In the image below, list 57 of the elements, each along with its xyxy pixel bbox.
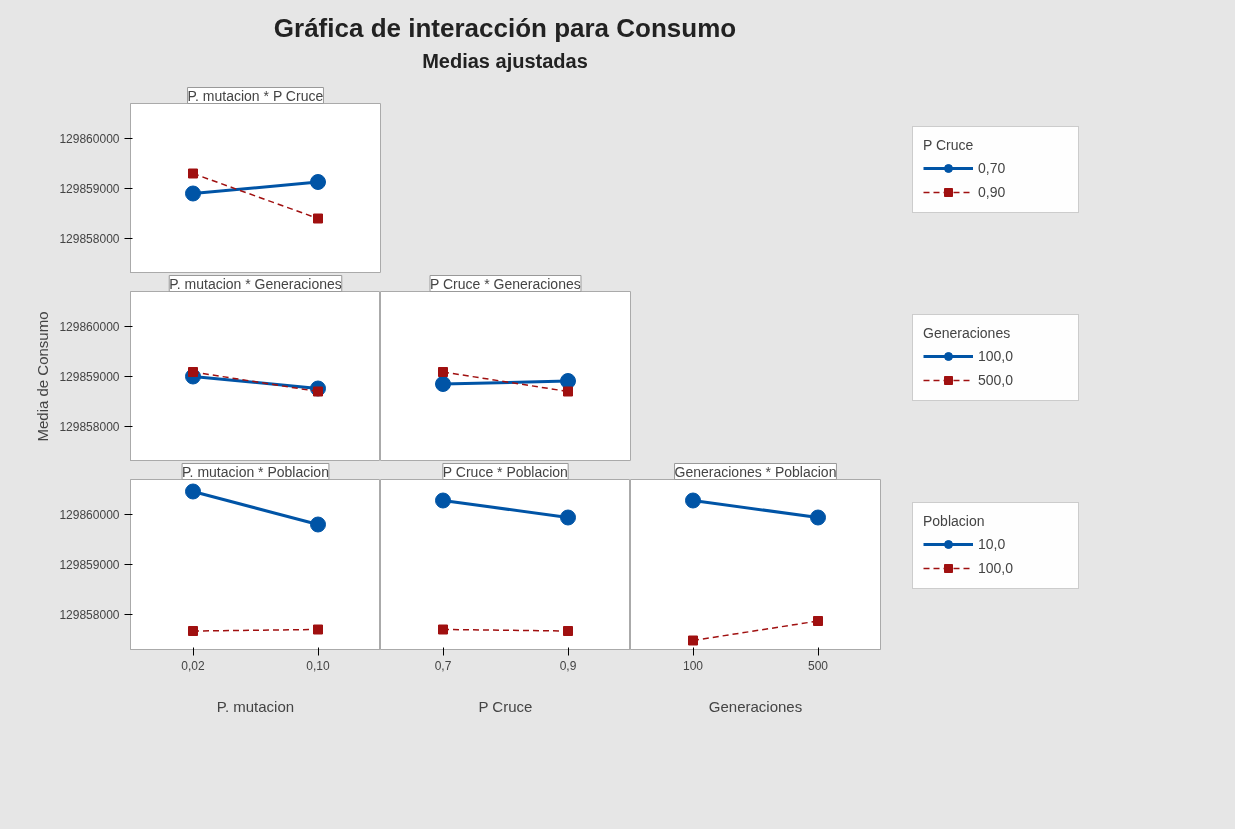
point xyxy=(188,168,198,179)
legend-title: P Cruce xyxy=(923,137,975,153)
legend-label: 500,0 xyxy=(978,372,1015,388)
point xyxy=(313,624,323,635)
point xyxy=(560,373,576,389)
point xyxy=(438,367,448,377)
point xyxy=(688,635,698,646)
point xyxy=(435,492,451,509)
text: Gráfica de interacción para Consumo xyxy=(273,12,737,45)
y-tick-label: 129858000 xyxy=(59,608,120,622)
point xyxy=(310,174,326,190)
point xyxy=(813,616,823,626)
point xyxy=(188,626,198,636)
y-tick-label: 129859000 xyxy=(59,182,120,196)
point xyxy=(313,213,323,224)
chart-title: P. mutacion * Poblacion xyxy=(182,463,329,480)
legend-label: 100,0 xyxy=(978,348,1015,364)
y-tick-label: 129858000 xyxy=(59,232,120,246)
point xyxy=(185,483,201,500)
x-tick-label: 0,02 xyxy=(181,658,205,673)
point xyxy=(435,376,451,392)
y-tick-label: 129860000 xyxy=(59,320,120,334)
point xyxy=(563,386,573,397)
legend-title: Generaciones xyxy=(923,325,1012,341)
legend-label: 100,0 xyxy=(978,560,1015,576)
point xyxy=(185,185,201,202)
point xyxy=(685,492,701,509)
point xyxy=(438,624,448,635)
x-tick-label: 0,10 xyxy=(306,658,330,673)
text: Medias ajustadas xyxy=(421,49,589,75)
y-tick-label: 129859000 xyxy=(59,370,120,384)
point xyxy=(188,367,198,377)
x-tick-label: 500 xyxy=(807,658,829,673)
legend-label: 0,70 xyxy=(978,160,1007,176)
chart-title: P Cruce * Generaciones xyxy=(430,275,581,292)
point xyxy=(310,516,326,533)
chart-title: Generaciones * Poblacion xyxy=(674,463,837,480)
legend-title: Poblacion xyxy=(923,513,986,529)
legend-label: 10,0 xyxy=(978,536,1007,552)
chart-title: P. mutacion * P Cruce xyxy=(187,87,324,104)
legend-label: 0,90 xyxy=(978,184,1007,200)
y-tick-label: 129860000 xyxy=(59,132,120,146)
y-tick-label: 129860000 xyxy=(59,508,120,522)
x-axis-title: P Cruce xyxy=(478,697,533,715)
x-tick-label: 100 xyxy=(682,658,704,673)
x-tick-label: 0,7 xyxy=(434,658,452,673)
x-axis-title: Generaciones xyxy=(708,697,803,715)
point xyxy=(810,509,826,526)
x-tick-label: 0,9 xyxy=(559,658,577,673)
chart-title: P Cruce * Poblacion xyxy=(442,463,568,480)
y-tick-label: 129858000 xyxy=(59,420,120,434)
y-tick-label: 129859000 xyxy=(59,558,120,572)
chart-title: P. mutacion * Generaciones xyxy=(169,275,342,292)
point xyxy=(563,626,573,636)
y-axis-title: Media de Consumo xyxy=(34,311,52,442)
x-axis-title: P. mutacion xyxy=(216,697,295,715)
point xyxy=(560,509,576,526)
